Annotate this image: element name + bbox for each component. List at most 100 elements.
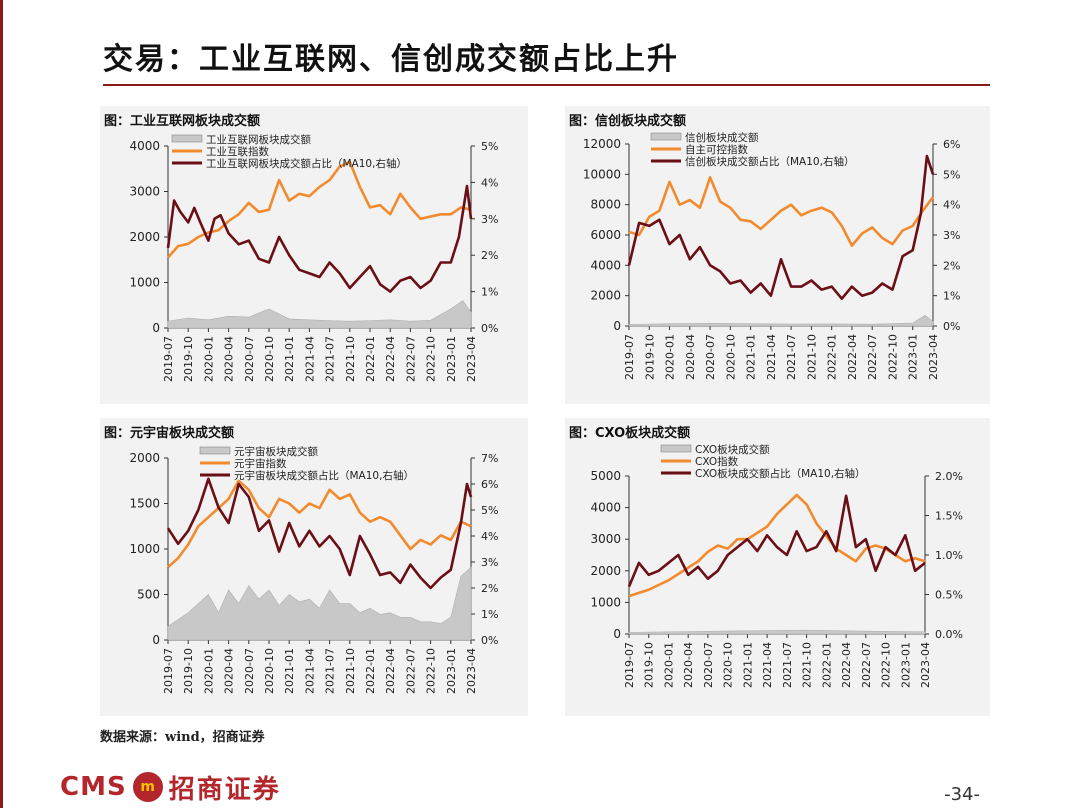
series-index-line xyxy=(628,493,926,598)
left-tick-label: 3000 xyxy=(129,185,160,199)
x-tick-label: 2021-01 xyxy=(283,336,296,382)
chart-panel-industrial-internet: 图：工业互联网板块成交额 0 1000 2000 3000 4000 0% 1% 2% 3% 4%… xyxy=(100,106,528,404)
chart-panel-metaverse: 图：元宇宙板块成交额 0 500 1000 1500 2000 0% 1% 2% 3% 4% 5% 6… xyxy=(100,418,528,716)
x-tick-label: 2020-10 xyxy=(722,642,735,688)
legend-label: 工业互联指数 xyxy=(206,145,269,158)
x-tick-label: 2023-01 xyxy=(445,648,458,694)
left-tick-label: 2000 xyxy=(129,230,160,244)
x-tick-label: 2020-01 xyxy=(202,648,215,694)
right-tick-label: 5% xyxy=(481,504,498,517)
x-tick-label: 2021-10 xyxy=(344,336,357,382)
x-tick-label: 2023-04 xyxy=(919,642,932,688)
right-tick-label: 1% xyxy=(481,608,498,621)
left-tick-label: 4000 xyxy=(590,501,621,515)
x-tick-label: 2019-07 xyxy=(162,336,175,382)
x-tick-label: 2021-01 xyxy=(283,648,296,694)
legend-label: 元宇宙指数 xyxy=(234,457,287,470)
legend-label: 元宇宙板块成交额 xyxy=(234,445,318,458)
x-tick-label: 2023-04 xyxy=(927,334,940,380)
x-tick-label: 2022-10 xyxy=(886,334,899,380)
legend-label: 自主可控指数 xyxy=(685,143,748,156)
left-tick-label: 12000 xyxy=(583,137,621,151)
left-tick-label: 5000 xyxy=(590,469,621,483)
right-tick-label: 2% xyxy=(943,259,960,272)
right-tick-label: 0.5% xyxy=(935,589,963,602)
x-tick-label: 2021-04 xyxy=(303,648,316,694)
left-tick-label: 1000 xyxy=(590,595,621,609)
left-tick-label: 10000 xyxy=(583,167,621,181)
x-tick-label: 2022-01 xyxy=(364,336,377,382)
x-tick-label: 2023-04 xyxy=(465,648,478,694)
right-tick-label: 5% xyxy=(943,168,960,181)
right-tick-label: 2% xyxy=(481,582,498,595)
right-tick-label: 1% xyxy=(481,286,498,299)
x-tick-label: 2021-10 xyxy=(801,642,814,688)
x-tick-label: 2022-10 xyxy=(425,336,438,382)
x-tick-label: 2022-04 xyxy=(840,642,853,688)
chart-svg: 0 1000 2000 3000 4000 5000 0.0% 0.5% 1.0% 1.5% 2.0… xyxy=(590,443,963,688)
x-tick-label: 2022-10 xyxy=(880,642,893,688)
series-ratio-line xyxy=(627,494,926,588)
legend-label: CXO板块成交额 xyxy=(695,443,770,456)
source-note: 数据来源：wind，招商证券 xyxy=(100,730,265,745)
x-tick-label: 2019-07 xyxy=(623,642,636,688)
left-tick-label: 3000 xyxy=(590,532,621,546)
left-tick-label: 8000 xyxy=(590,198,621,212)
x-tick-label: 2021-07 xyxy=(781,642,794,688)
left-tick-label: 4000 xyxy=(129,139,160,153)
x-tick-label: 2022-01 xyxy=(820,642,833,688)
legend-label: 信创板块成交额占比（MA10,右轴） xyxy=(685,155,854,168)
left-tick-label: 2000 xyxy=(590,564,621,578)
x-tick-label: 2021-04 xyxy=(765,334,778,380)
left-tick-label: 0 xyxy=(152,633,160,647)
chart-panel-xinchuang: 图：信创板块成交额 0 2000 4000 6000 8000 10000 12000 0% 1… xyxy=(565,106,990,404)
page-number: -34- xyxy=(944,784,980,805)
brand-logo: CMS m 招商证券 xyxy=(60,770,281,805)
x-tick-label: 2020-01 xyxy=(664,334,677,380)
x-tick-label: 2020-07 xyxy=(702,642,715,688)
right-tick-label: 2% xyxy=(481,249,498,262)
x-tick-label: 2019-10 xyxy=(182,336,195,382)
left-tick-label: 1000 xyxy=(129,542,160,556)
chart-panel-cxo: 图：CXO板块成交额 0 1000 2000 3000 4000 5000 0.0% 0.5%… xyxy=(565,418,990,716)
right-tick-label: 3% xyxy=(481,556,498,569)
series-ratio-line xyxy=(166,184,473,293)
x-tick-label: 2020-07 xyxy=(243,648,256,694)
x-tick-label: 2021-07 xyxy=(785,334,798,380)
panel-title: 图：CXO板块成交额 xyxy=(569,426,691,441)
series-index-line xyxy=(628,176,935,247)
left-tick-label: 1000 xyxy=(129,276,160,290)
right-tick-label: 3% xyxy=(481,213,498,226)
x-tick-label: 2021-07 xyxy=(324,336,337,382)
x-tick-label: 2019-10 xyxy=(643,334,656,380)
panel-title: 图：工业互联网板块成交额 xyxy=(104,114,261,129)
legend-swatch-volume xyxy=(199,446,231,455)
x-tick-label: 2022-10 xyxy=(425,648,438,694)
right-tick-label: 1% xyxy=(943,290,960,303)
x-tick-label: 2023-01 xyxy=(445,336,458,382)
x-tick-label: 2020-04 xyxy=(223,336,236,382)
right-tick-label: 3% xyxy=(943,229,960,242)
x-tick-label: 2022-07 xyxy=(404,648,417,694)
x-tick-label: 2023-01 xyxy=(899,642,912,688)
left-tick-label: 2000 xyxy=(129,451,160,465)
right-tick-label: 4% xyxy=(943,199,960,212)
chart-svg: 0 500 1000 1500 2000 0% 1% 2% 3% 4% 5% 6% 7% 2019-07 2… xyxy=(129,445,498,694)
series-volume-area xyxy=(628,629,926,635)
x-tick-label: 2023-04 xyxy=(465,336,478,382)
right-tick-label: 2.0% xyxy=(935,470,963,483)
x-tick-label: 2022-07 xyxy=(866,334,879,380)
legend-swatch-volume xyxy=(650,132,682,141)
x-tick-label: 2020-10 xyxy=(724,334,737,380)
series-volume-area xyxy=(167,566,472,641)
series-ratio-line xyxy=(627,154,935,300)
x-tick-label: 2019-10 xyxy=(182,648,195,694)
left-accent-bar xyxy=(0,0,3,808)
left-tick-label: 1500 xyxy=(129,497,160,511)
right-tick-label: 0% xyxy=(481,634,498,647)
x-tick-label: 2020-07 xyxy=(243,336,256,382)
left-tick-label: 0 xyxy=(613,627,621,641)
x-tick-label: 2020-07 xyxy=(704,334,717,380)
logo-latin: CMS xyxy=(60,772,127,802)
x-tick-label: 2019-07 xyxy=(623,334,636,380)
